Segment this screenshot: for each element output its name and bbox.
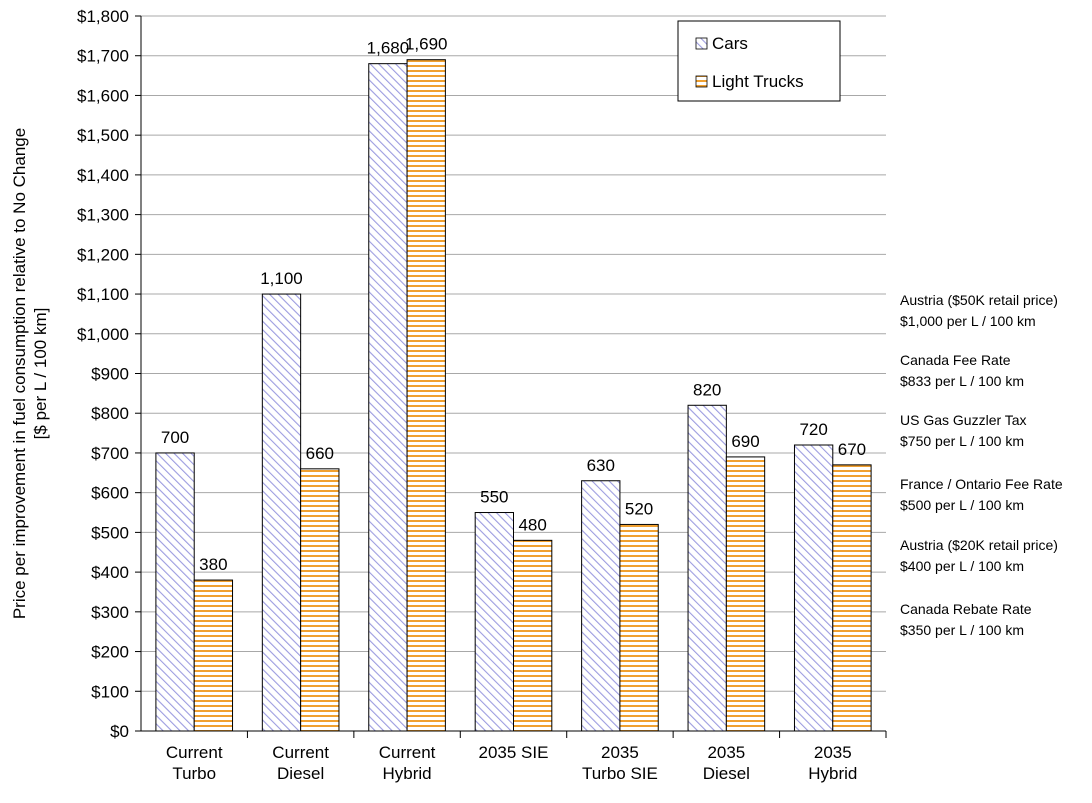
annotation-value: $350 per L / 100 km (900, 622, 1024, 638)
bar-cars (581, 480, 621, 732)
bar-light-trucks (406, 59, 446, 732)
data-label-cars: 1,680 (367, 39, 410, 58)
annotation-label: Austria ($50K retail price) (900, 292, 1058, 308)
bar-light-trucks (619, 523, 659, 732)
data-label-light-trucks: 690 (731, 432, 759, 451)
annotation-label: Canada Fee Rate (900, 352, 1011, 368)
annotation-value: $1,000 per L / 100 km (900, 313, 1036, 329)
x-tick-label-line: 2035 SIE (479, 743, 549, 762)
legend-swatch-cars (695, 37, 708, 50)
x-tick-label: Current Hybrid (379, 743, 436, 783)
data-label-light-trucks: 670 (838, 440, 866, 459)
annotation-label: US Gas Guzzler Tax (900, 412, 1027, 428)
x-tick-label: Current Turbo (166, 743, 223, 783)
y-tick-label: $200 (91, 643, 129, 662)
y-tick-label: $1,600 (77, 86, 129, 105)
legend-swatch-light-trucks (695, 75, 708, 88)
y-axis-title-line1: Price per improvement in fuel consumptio… (10, 128, 29, 619)
data-label-cars: 630 (587, 456, 615, 475)
data-label-cars: 720 (799, 420, 827, 439)
bar-light-trucks (300, 468, 340, 732)
bar-light-trucks (513, 539, 553, 732)
annotations: Austria ($50K retail price) $1,000 per L … (900, 292, 1063, 638)
bar-cars (793, 444, 834, 732)
x-tick-label-line: 2035 (601, 743, 639, 762)
x-tick-label-line: Diesel (277, 764, 324, 783)
y-tick-label: $1,300 (77, 206, 129, 225)
data-label-light-trucks: 380 (199, 555, 227, 574)
y-tick-label: $1,800 (77, 7, 129, 26)
x-tick-label-line: Hybrid (383, 764, 432, 783)
y-tick-label: $0 (110, 722, 129, 741)
bar-cars (155, 452, 195, 732)
data-label-light-trucks: 520 (625, 499, 653, 518)
x-tick-label-line: Hybrid (808, 764, 857, 783)
y-tick-label: $600 (91, 484, 129, 503)
bar-cars (474, 512, 514, 732)
annotation-label: France / Ontario Fee Rate (900, 476, 1063, 492)
y-tick-label: $1,700 (77, 47, 129, 66)
legend: Cars Light Trucks (677, 20, 841, 102)
bar-cars (687, 404, 727, 732)
legend-box (677, 20, 841, 102)
x-tick-label-line: Current (166, 743, 223, 762)
annotation-value: $500 per L / 100 km (900, 497, 1024, 513)
bar-light-trucks (725, 456, 766, 732)
y-tick-label: $500 (91, 523, 129, 542)
data-label-light-trucks: 480 (518, 515, 546, 534)
annotation-value: $833 per L / 100 km (900, 373, 1024, 389)
x-tick-label: 2035 SIE (479, 743, 549, 762)
y-tick-label: $100 (91, 682, 129, 701)
y-tick-label: $300 (91, 603, 129, 622)
bar-cars (261, 293, 302, 732)
x-tick-label-line: Current (272, 743, 329, 762)
bar-light-trucks (832, 464, 872, 732)
y-axis-title-line2: [$ per L / 100 km] (31, 308, 50, 440)
y-tick-label: $1,000 (77, 325, 129, 344)
y-tick-label: $1,100 (77, 285, 129, 304)
bar-cars (368, 63, 408, 732)
y-tick-label: $1,500 (77, 126, 129, 145)
bar-light-trucks (193, 579, 234, 732)
y-tick-label: $700 (91, 444, 129, 463)
x-tick-label-line: Current (379, 743, 436, 762)
legend-label-cars: Cars (712, 34, 748, 53)
data-label-light-trucks: 1,690 (405, 35, 448, 54)
x-tick-label-line: 2035 (814, 743, 852, 762)
data-label-light-trucks: 660 (306, 444, 334, 463)
annotation-value: $750 per L / 100 km (900, 433, 1024, 449)
y-axis-title: Price per improvement in fuel consumptio… (10, 128, 50, 619)
annotation-label: Austria ($20K retail price) (900, 537, 1058, 553)
x-tick-label-line: 2035 (707, 743, 745, 762)
x-tick-label: 2035 Turbo SIE (582, 743, 658, 783)
data-label-cars: 820 (693, 380, 721, 399)
x-tick-label-line: Turbo (172, 764, 216, 783)
data-label-cars: 1,100 (260, 269, 303, 288)
x-tick-label: 2035 Diesel (703, 743, 750, 783)
data-label-cars: 550 (480, 488, 508, 507)
annotation-value: $400 per L / 100 km (900, 558, 1024, 574)
y-tick-label: $1,200 (77, 245, 129, 264)
annotation-label: Canada Rebate Rate (900, 601, 1032, 617)
x-tick-label: Current Diesel (272, 743, 329, 783)
x-tick-label: 2035 Hybrid (808, 743, 857, 783)
data-label-cars: 700 (161, 428, 189, 447)
x-tick-label-line: Turbo SIE (582, 764, 658, 783)
y-tick-label: $800 (91, 404, 129, 423)
x-tick-label-line: Diesel (703, 764, 750, 783)
y-tick-label: $400 (91, 563, 129, 582)
y-tick-label: $1,400 (77, 166, 129, 185)
legend-label-light-trucks: Light Trucks (712, 72, 804, 91)
y-tick-label: $900 (91, 365, 129, 384)
bars (155, 59, 872, 732)
